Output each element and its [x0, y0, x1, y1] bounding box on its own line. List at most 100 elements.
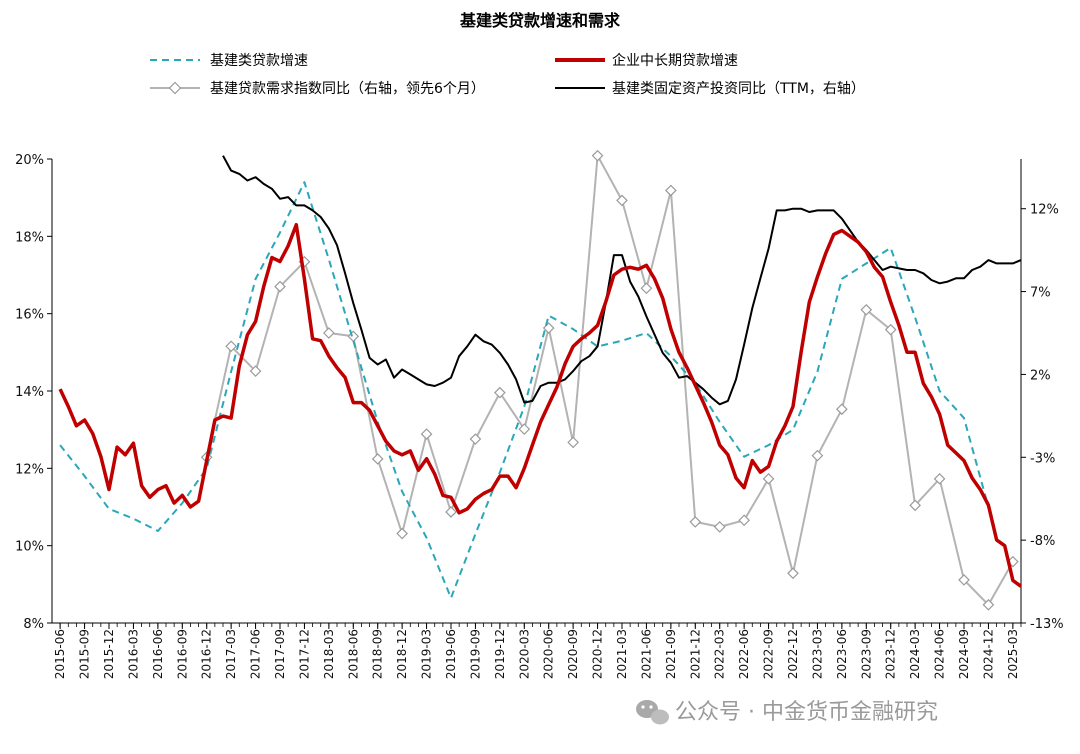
x-tick-label: 2018-12	[395, 629, 409, 679]
watermark: 公众号 · 中金货币金融研究	[636, 700, 938, 725]
demand-index-point	[518, 423, 531, 435]
legend: 基建类贷款增速 企业中长期贷款增速 基建贷款需求指数同比（右轴，领先6个月） 基…	[150, 52, 865, 97]
demand-index-point	[836, 403, 848, 416]
demand-index-point	[713, 521, 726, 533]
x-tick-label: 2021-06	[639, 629, 653, 679]
legend-label-infra-fai-growth: 基建类固定资产投资同比（TTM，右轴）	[612, 80, 865, 97]
demand-index-point	[249, 365, 262, 377]
y-right-tick-label: 2%	[1030, 368, 1051, 383]
x-tick-label: 2018-03	[322, 629, 336, 679]
demand-index-point	[371, 453, 384, 465]
demand-index-point	[616, 194, 628, 207]
demand-index-point	[860, 303, 873, 316]
x-tick-label: 2021-09	[664, 629, 678, 679]
demand-index-point	[591, 149, 604, 162]
x-tick-label: 2018-09	[371, 629, 385, 679]
x-tick-label: 2023-06	[835, 629, 849, 679]
demand-index-point	[958, 574, 970, 586]
demand-index-point	[274, 280, 286, 293]
x-tick-label: 2024-12	[981, 629, 995, 679]
x-tick-label: 2022-09	[762, 629, 776, 679]
x-tick-label: 2016-06	[151, 629, 165, 679]
y-left-tick-label: 12%	[15, 462, 44, 477]
demand-index-point	[909, 499, 921, 512]
x-tick-label: 2017-12	[297, 629, 311, 679]
demand-index-point	[738, 514, 750, 527]
series-infra-fai-growth-line	[222, 155, 1022, 406]
demand-index-point	[982, 598, 995, 611]
x-tick-label: 2020-06	[542, 629, 556, 679]
demand-index-point	[347, 330, 360, 343]
wechat-icon	[636, 700, 669, 725]
y-left-tick-label: 18%	[15, 230, 44, 245]
x-tick-label: 2019-12	[493, 629, 507, 679]
x-tick-label: 2016-03	[126, 629, 140, 679]
demand-index-point	[323, 327, 335, 339]
y-right-tick-label: -13%	[1030, 617, 1064, 632]
x-tick-label: 2017-03	[224, 629, 238, 679]
x-tick-label: 2015-09	[78, 629, 92, 679]
x-tick-label: 2023-03	[810, 629, 824, 679]
x-tick-label: 2023-12	[884, 629, 898, 679]
x-tick-label: 2018-06	[346, 629, 360, 679]
legend-item-corporate-mlt-loan-growth: 企业中长期贷款增速	[555, 52, 738, 69]
demand-index-point	[420, 428, 433, 440]
demand-index-point	[884, 323, 897, 336]
x-tick-label: 2025-03	[1006, 629, 1020, 679]
demand-index-point	[567, 436, 579, 449]
watermark-text: 公众号 · 中金货币金融研究	[675, 700, 938, 725]
demand-index-point	[689, 516, 702, 528]
legend-item-infra-fai-growth: 基建类固定资产投资同比（TTM，右轴）	[555, 80, 865, 97]
demand-index-point	[494, 386, 506, 399]
y-right-tick-label: -3%	[1030, 451, 1055, 466]
x-tick-label: 2016-12	[200, 629, 214, 679]
x-tick-label: 2016-09	[175, 629, 189, 679]
demand-index-point	[762, 472, 775, 485]
y-left-tick-label: 10%	[15, 540, 44, 555]
y-left-tick-label: 14%	[15, 385, 44, 400]
x-tick-label: 2017-09	[273, 629, 287, 679]
demand-index-point	[811, 449, 824, 462]
x-tick-label: 2020-03	[517, 629, 531, 679]
demand-index-point	[396, 527, 408, 540]
legend-item-infra-loan-growth: 基建类贷款增速	[150, 52, 308, 69]
series-layer	[58, 149, 1023, 611]
x-tick-label: 2019-09	[468, 629, 482, 679]
x-tick-label: 2023-09	[859, 629, 873, 679]
demand-index-point	[665, 184, 677, 197]
y-left-tick-label: 20%	[15, 153, 44, 168]
x-tick-label: 2019-03	[420, 629, 434, 679]
y-right-tick-label: 7%	[1030, 286, 1051, 301]
axes: 8% 10% 12% 14% 16% 18% 20% -13% -8% -3% 2% 7% 12% 201…	[15, 153, 1064, 679]
demand-index-point	[640, 282, 653, 295]
x-tick-label: 2021-03	[615, 629, 629, 679]
x-tick-label: 2020-09	[566, 629, 580, 679]
legend-label-infra-loan-demand-index: 基建贷款需求指数同比（右轴，领先6个月）	[210, 80, 485, 97]
x-tick-label: 2015-12	[102, 629, 116, 679]
series-infra-loan-growth-line	[59, 181, 990, 599]
legend-item-infra-loan-demand-index: 基建贷款需求指数同比（右轴，领先6个月）	[150, 80, 485, 97]
legend-label-infra-loan-growth: 基建类贷款增速	[210, 52, 308, 69]
y-left-tick-label: 16%	[15, 308, 44, 323]
x-tick-label: 2024-03	[908, 629, 922, 679]
series-infra-loan-demand-index-line	[205, 154, 1014, 606]
demand-index-point	[469, 433, 482, 445]
x-tick-label: 2022-12	[786, 629, 800, 679]
x-tick-label: 2015-06	[53, 629, 67, 679]
y-right-tick-label: 12%	[1030, 203, 1059, 218]
y-right-tick-label: -8%	[1030, 534, 1055, 549]
x-tick-label: 2024-06	[933, 629, 947, 679]
x-tick-label: 2020-12	[591, 629, 605, 679]
demand-index-point	[445, 506, 457, 518]
y-left-tick-label: 8%	[23, 617, 44, 632]
demand-index-point	[933, 472, 946, 485]
legend-label-corporate-mlt-loan-growth: 企业中长期贷款增速	[612, 52, 738, 69]
demand-index-point	[225, 340, 237, 353]
demand-index-point	[787, 567, 799, 580]
chart-title: 基建类贷款增速和需求	[459, 11, 621, 30]
legend-marker-diamond	[168, 81, 182, 95]
x-tick-label: 2017-06	[249, 629, 263, 679]
x-tick-label: 2022-03	[713, 629, 727, 679]
